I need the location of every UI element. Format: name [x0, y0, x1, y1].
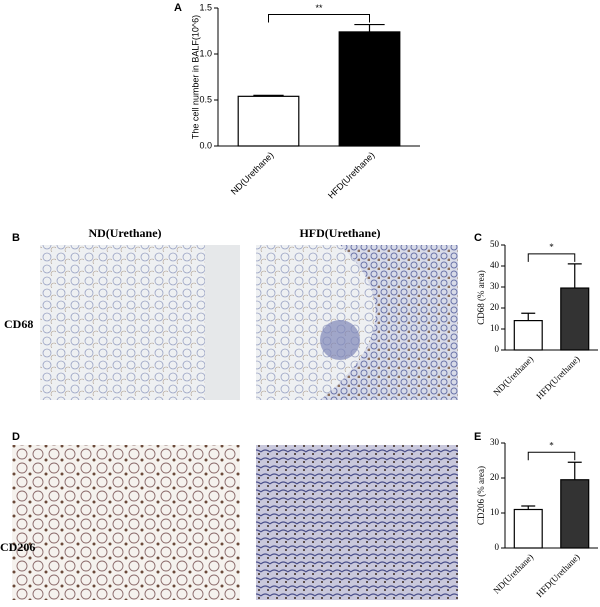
- x-tick-label: ND(Urethane): [229, 150, 276, 197]
- micrograph: [256, 445, 458, 600]
- column-header: ND(Urethane): [88, 226, 161, 240]
- micrograph-region: [320, 320, 360, 360]
- y-tick-label: 1.5: [199, 2, 212, 12]
- bar: [237, 95, 300, 147]
- micrograph-edge: [205, 245, 240, 400]
- column-header: HFD(Urethane): [299, 226, 380, 240]
- y-tick-label: 0: [495, 542, 500, 552]
- micrographs: [12, 245, 458, 600]
- y-tick-label: 50: [490, 239, 500, 249]
- y-axis-label: CD68 (% area): [476, 270, 486, 324]
- significance-label: *: [549, 242, 554, 252]
- y-tick-label: 40: [490, 260, 500, 270]
- x-tick-label: ND(Urethane): [491, 552, 535, 596]
- significance-bracket: [527, 253, 576, 262]
- y-tick-label: 0.0: [199, 140, 212, 150]
- error-bar: [253, 94, 284, 97]
- bar: [513, 508, 543, 549]
- x-tick-label: HFD(Urethane): [534, 552, 581, 599]
- micrograph: [12, 445, 240, 600]
- error-bar: [521, 505, 536, 510]
- x-tick-label: HFD(Urethane): [534, 354, 581, 401]
- panel-label: D: [12, 431, 20, 443]
- y-tick-label: 10: [490, 323, 500, 333]
- y-tick-label: 0.5: [199, 94, 212, 104]
- y-axis-label: CD206 (% area): [476, 466, 486, 525]
- y-tick-label: 30: [490, 437, 500, 447]
- x-tick-label: HFD(Urethane): [326, 150, 377, 201]
- y-axis-label: The cell number in BALF(10^6): [190, 15, 200, 139]
- bar: [560, 287, 590, 351]
- y-tick-label: 20: [490, 302, 500, 312]
- panel-label: E: [474, 431, 481, 443]
- micrograph-region: [320, 245, 458, 400]
- bar: [513, 320, 543, 351]
- row-label: CD206: [0, 540, 35, 554]
- row-label: CD68: [4, 317, 33, 331]
- significance-label: *: [549, 440, 554, 450]
- bar: [560, 479, 590, 549]
- bar: [338, 31, 401, 147]
- error-bar: [567, 263, 582, 289]
- panel-label: C: [474, 232, 482, 244]
- panel-label: B: [12, 232, 20, 244]
- panel-label: A: [174, 2, 182, 14]
- y-tick-label: 0: [495, 344, 500, 354]
- error-bar: [521, 312, 536, 321]
- significance-bracket: [268, 14, 370, 23]
- x-tick-label: ND(Urethane): [491, 354, 535, 398]
- y-tick-label: 30: [490, 281, 500, 291]
- y-tick-label: 20: [490, 472, 500, 482]
- error-bar: [567, 461, 582, 480]
- y-tick-label: 1.0: [199, 48, 212, 58]
- y-tick-label: 10: [490, 507, 500, 517]
- significance-label: **: [315, 3, 323, 13]
- significance-bracket: [527, 451, 576, 461]
- error-bar: [354, 23, 385, 32]
